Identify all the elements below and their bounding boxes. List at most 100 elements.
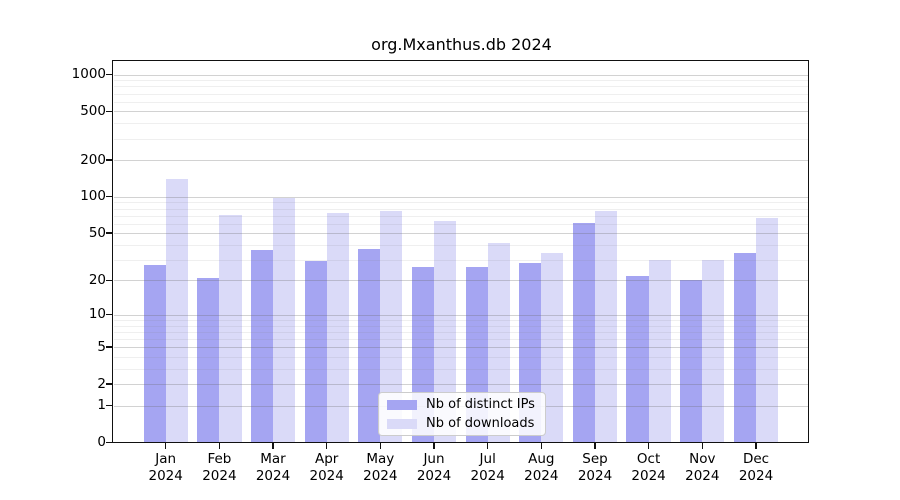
minor-gridline xyxy=(114,80,809,82)
minor-gridline xyxy=(114,215,809,217)
minor-gridline xyxy=(114,368,809,370)
x-tick-month: Oct xyxy=(636,451,661,467)
y-tick-label: 500 xyxy=(80,102,106,119)
legend-item-downloads: Nb of downloads xyxy=(387,416,537,432)
y-tick-label: 1 xyxy=(97,397,106,414)
y-tick-mark xyxy=(106,441,112,444)
bar-downloads xyxy=(541,253,564,444)
minor-gridline xyxy=(114,86,809,88)
y-tick-mark xyxy=(106,159,112,161)
legend-swatch-downloads xyxy=(387,418,417,429)
y-tick-mark xyxy=(106,110,112,113)
y-tick-label: 100 xyxy=(80,188,106,205)
x-tick-month: Sep xyxy=(582,451,608,467)
x-tick-mark xyxy=(272,443,274,449)
y-tick-label: 1000 xyxy=(71,66,106,82)
major-gridline xyxy=(114,280,809,282)
minor-gridline xyxy=(114,338,809,340)
legend-swatch-distinct-ips xyxy=(387,399,417,410)
x-tick-mark xyxy=(165,443,167,449)
bar-downloads xyxy=(702,259,725,444)
y-tick-mark xyxy=(106,279,112,281)
x-tick-month: Jan xyxy=(155,451,177,467)
major-gridline xyxy=(114,233,809,235)
x-tick-year: 2024 xyxy=(470,468,505,484)
y-tick-label: 5 xyxy=(97,338,106,355)
x-tick-month: Jun xyxy=(423,451,445,467)
y-tick-mark xyxy=(106,404,112,407)
minor-gridline xyxy=(114,223,809,225)
minor-gridline xyxy=(114,319,809,321)
major-gridline xyxy=(114,196,809,198)
y-tick-mark xyxy=(106,232,112,234)
x-tick-month: Aug xyxy=(528,451,555,467)
x-tick-month: May xyxy=(366,451,395,467)
x-tick-month: Apr xyxy=(315,451,339,467)
x-tick-month: Nov xyxy=(689,451,716,467)
minor-gridline xyxy=(114,325,809,327)
major-gridline xyxy=(114,160,809,161)
x-tick-label: Mar 2024 xyxy=(241,451,305,485)
minor-gridline xyxy=(114,208,809,210)
x-tick-mark xyxy=(379,443,381,449)
x-tick-month: Dec xyxy=(742,451,770,467)
x-tick-label: Aug 2024 xyxy=(509,451,573,485)
bar-downloads xyxy=(273,197,296,444)
bar-distinct-ips xyxy=(572,222,595,444)
x-tick-month: Mar xyxy=(260,451,286,467)
x-tick-label: Jan 2024 xyxy=(134,451,198,485)
x-tick-label: Jun 2024 xyxy=(402,451,466,485)
minor-gridline xyxy=(114,259,809,261)
chart-title: org.Mxanthus.db 2024 xyxy=(371,35,552,54)
x-tick-year: 2024 xyxy=(309,468,344,484)
major-gridline xyxy=(114,74,809,76)
x-tick-label: Feb 2024 xyxy=(187,451,251,485)
legend-label-distinct-ips: Nb of distinct IPs xyxy=(426,397,535,412)
x-tick-label: Oct 2024 xyxy=(617,451,681,485)
bar-distinct-ips xyxy=(626,275,649,444)
x-tick-mark xyxy=(755,443,757,449)
major-gridline xyxy=(114,111,809,113)
x-tick-year: 2024 xyxy=(255,468,291,484)
bar-downloads xyxy=(595,210,618,444)
bar-distinct-ips xyxy=(358,248,381,444)
y-tick-mark xyxy=(106,314,112,316)
y-tick-label: 0 xyxy=(97,434,106,450)
y-tick-mark xyxy=(106,346,112,348)
x-tick-year: 2024 xyxy=(363,468,398,484)
minor-gridline xyxy=(114,93,809,95)
x-tick-label: Sep 2024 xyxy=(563,451,627,485)
y-tick-mark xyxy=(106,196,112,198)
minor-gridline xyxy=(114,331,809,333)
minor-gridline xyxy=(114,202,809,204)
x-tick-year: 2024 xyxy=(148,468,183,484)
bar-distinct-ips xyxy=(304,261,327,444)
bar-downloads xyxy=(434,221,457,444)
x-tick-year: 2024 xyxy=(738,468,774,484)
bar-distinct-ips xyxy=(250,250,273,444)
y-tick-label: 2 xyxy=(97,375,106,392)
x-tick-label: May 2024 xyxy=(348,451,412,485)
legend-label-downloads: Nb of downloads xyxy=(426,416,535,431)
bar-distinct-ips xyxy=(733,253,756,444)
minor-gridline xyxy=(114,138,809,140)
bar-downloads xyxy=(165,179,188,444)
x-tick-label: Dec 2024 xyxy=(724,451,788,485)
y-tick-label: 10 xyxy=(88,306,106,323)
x-tick-mark xyxy=(487,443,489,449)
x-tick-mark xyxy=(218,443,221,449)
y-tick-label: 200 xyxy=(80,151,106,168)
bar-downloads xyxy=(648,259,671,444)
major-gridline xyxy=(114,347,809,349)
minor-gridline xyxy=(114,123,809,125)
y-tick-label: 50 xyxy=(88,224,106,241)
x-tick-label: Jul 2024 xyxy=(456,451,520,485)
x-tick-year: 2024 xyxy=(577,468,613,484)
x-tick-month: Feb xyxy=(207,451,232,467)
legend-item-distinct-ips: Nb of distinct IPs xyxy=(387,397,537,413)
x-tick-year: 2024 xyxy=(202,468,237,484)
legend: Nb of distinct IPs Nb of downloads xyxy=(378,392,546,436)
y-tick-label: 20 xyxy=(88,271,106,288)
bar-downloads xyxy=(380,211,403,444)
